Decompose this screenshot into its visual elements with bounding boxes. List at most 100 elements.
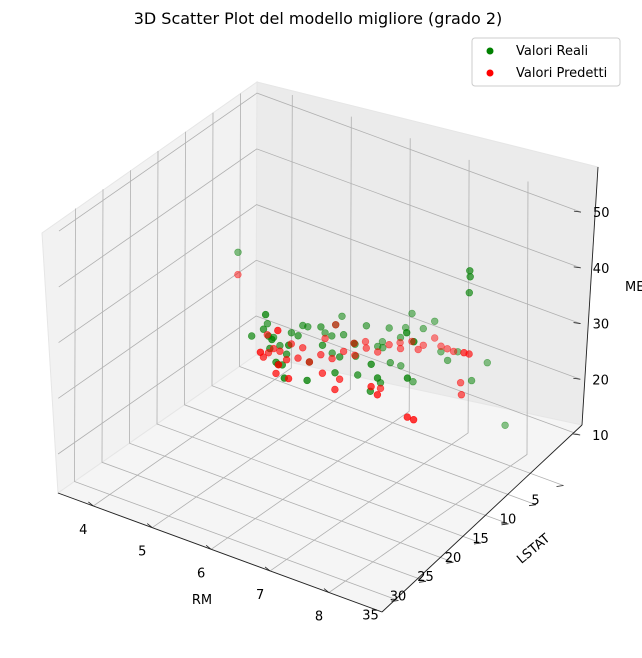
grid-line-y: [184, 131, 509, 525]
grid-line-z: [58, 259, 581, 399]
y-tick-label: 15: [472, 532, 489, 547]
point-valori-reali: [304, 323, 312, 331]
point-valori-predetti: [437, 342, 445, 350]
point-valori-predetti: [274, 326, 282, 335]
z-tick-mark: [573, 433, 581, 436]
point-valori-predetti: [274, 361, 283, 369]
grid-line-y: [156, 150, 482, 544]
point-valori-reali: [263, 320, 272, 328]
point-valori-reali: [385, 324, 393, 332]
point-valori-reali: [501, 421, 509, 429]
y-tick-label: 5: [531, 494, 539, 509]
x-tick-mark: [88, 501, 94, 507]
y-tick-label: 10: [500, 513, 517, 528]
legend-label-predetti: Valori Predetti: [516, 66, 607, 81]
point-valori-reali: [403, 329, 411, 337]
point-valori-predetti: [373, 391, 382, 399]
point-valori-reali: [379, 344, 387, 352]
point-valori-reali: [386, 359, 394, 367]
point-valori-reali: [401, 323, 410, 332]
z-tick-label: 40: [593, 262, 610, 277]
y-tick-mark: [418, 580, 427, 583]
x-tick-label: 7: [256, 588, 264, 603]
point-valori-predetti: [294, 354, 302, 362]
x-tick-label: 4: [79, 523, 87, 538]
point-valori-reali: [259, 325, 268, 333]
point-valori-reali: [403, 374, 412, 382]
point-valori-predetti: [408, 337, 416, 346]
y-tick-mark: [501, 523, 509, 526]
point-valori-predetti: [328, 354, 336, 363]
grid-line-y: [74, 208, 399, 601]
point-valori-predetti: [396, 338, 404, 347]
point-valori-predetti: [335, 375, 344, 383]
point-valori-predetti: [299, 344, 307, 352]
z-tick-mark: [573, 266, 581, 269]
grid-line-x: [269, 159, 470, 572]
point-valori-reali: [362, 322, 371, 330]
x-tick-label: 5: [138, 545, 146, 560]
grid-line-x: [152, 116, 352, 528]
point-valori-reali: [410, 338, 418, 346]
point-valori-predetti: [287, 340, 295, 348]
x-tick-label: 6: [197, 566, 205, 581]
grid-line-z: [57, 315, 581, 455]
point-valori-reali: [338, 312, 346, 320]
x-tick-mark: [264, 566, 271, 572]
z-tick-label: 20: [592, 373, 609, 388]
point-valori-reali: [339, 331, 348, 339]
point-valori-reali: [317, 323, 325, 331]
point-valori-predetti: [256, 348, 265, 356]
chart-grid: [57, 92, 582, 601]
y-tick-label: 35: [362, 609, 379, 624]
point-valori-reali: [354, 371, 362, 379]
point-valori-predetti: [431, 334, 439, 342]
point-valori-predetti: [361, 337, 370, 346]
point-valori-predetti: [419, 341, 427, 349]
point-valori-predetti: [403, 413, 411, 421]
point-valori-predetti: [305, 358, 314, 366]
grid-line-y: [239, 93, 564, 486]
x-axis-label: RM: [192, 593, 212, 608]
legend-marker-predetti: [486, 69, 494, 77]
point-valori-predetti: [331, 385, 339, 394]
chart-points: [234, 248, 509, 429]
grid-line-x: [93, 94, 293, 507]
point-valori-reali: [261, 310, 270, 319]
point-valori-reali: [378, 338, 387, 346]
point-valori-reali: [248, 332, 256, 340]
y-tick-mark: [473, 542, 482, 545]
z-axis-label: MEDV: [625, 280, 642, 295]
point-valori-predetti: [396, 344, 405, 353]
point-valori-reali: [397, 362, 405, 370]
point-valori-predetti: [332, 321, 340, 329]
grid-line-y: [211, 112, 537, 506]
point-valori-predetti: [269, 344, 278, 353]
point-valori-reali: [331, 369, 339, 377]
point-valori-predetti: [460, 349, 468, 357]
point-valori-reali: [336, 353, 344, 361]
y-axis-line: [381, 424, 583, 613]
point-valori-reali: [443, 356, 452, 365]
point-valori-reali: [396, 333, 405, 342]
grid-line-z: [58, 204, 581, 343]
point-valori-predetti: [456, 379, 465, 387]
point-valori-predetti: [362, 344, 370, 352]
point-valori-predetti: [282, 356, 291, 364]
legend-box: [471, 37, 621, 87]
grid-line-z: [58, 92, 582, 232]
y-tick-mark: [446, 561, 454, 564]
chart-axes: [57, 166, 599, 613]
point-valori-reali: [234, 248, 242, 257]
point-valori-reali: [483, 359, 491, 367]
point-valori-reali: [367, 360, 375, 368]
point-valori-reali: [465, 289, 473, 297]
grid-line-y: [129, 170, 454, 563]
point-valori-predetti: [443, 345, 451, 353]
point-valori-reali: [303, 376, 311, 385]
chart-title: 3D Scatter Plot del modello migliore (gr…: [134, 9, 503, 28]
point-valori-reali: [268, 335, 276, 344]
y-tick-label: 30: [390, 589, 407, 604]
point-valori-predetti: [385, 341, 393, 349]
